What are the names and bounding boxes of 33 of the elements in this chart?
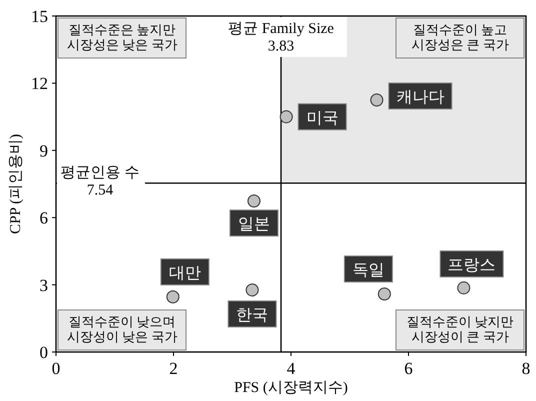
point [246,283,259,296]
annotation: 독일 [352,262,384,279]
point [166,290,180,304]
x-tick-label: 2 [169,359,178,378]
point [280,110,293,124]
point [378,287,391,300]
y-tick-label: 6 [40,208,48,228]
y-axis-title: CPP (피인용비) [8,134,24,234]
ref-line-label: 평균인용 수 7.54 [60,165,140,198]
point [457,281,470,294]
annotation: 질적수준이 높고 시장성은 큰 국가 [411,22,509,52]
annotation: 프랑스 [448,256,496,274]
annotation: 캐나다 [396,89,444,106]
x-tick-label: 6 [404,359,413,378]
x-tick-label: 0 [52,359,60,378]
annotation: 일본 [238,216,270,234]
y-tick-label: 15 [31,7,48,26]
y-tick-label: 3 [40,276,48,295]
y-tick-label: 0 [40,343,48,362]
ref-line-label: 평균 Family Size 3.83 [228,21,334,54]
annotation: 대만 [168,264,201,282]
y-tick-label: 9 [40,141,48,160]
point [370,94,384,106]
annotation: 한국 [236,306,268,324]
x-tick-label: 4 [286,359,296,378]
annotation: 미국 [306,110,338,127]
annotation: 질적수준이 낮으며 시장성이 낮은 국가 [66,314,178,344]
x-tick-label: 8 [522,359,530,378]
annotation: 질적수준은 높지만 시장성은 낮은 국가 [66,22,178,52]
x-axis-title: PFS (시장력지수) [234,380,348,396]
annotation: 질적수준이 낮지만 시장성이 큰 국가 [406,314,514,344]
y-tick-label: 12 [31,74,48,94]
point [247,194,260,208]
